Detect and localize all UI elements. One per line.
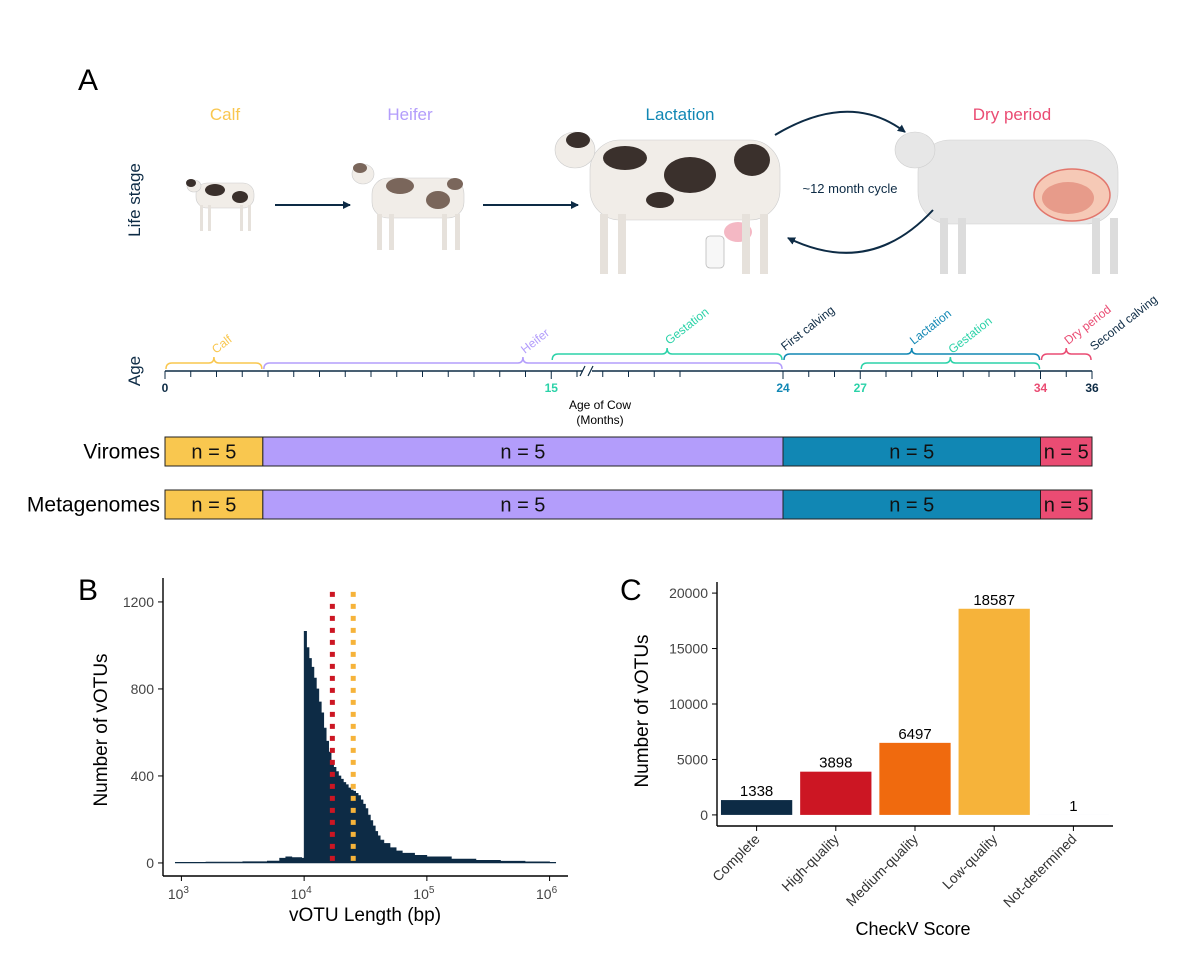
bar-value-label: 18587 <box>973 592 1015 609</box>
timeline-tick-label: 36 <box>1085 381 1099 395</box>
stage-title-heifer: Heifer <box>387 105 433 124</box>
bar-chart-y-axis-title: Number of vOTUs <box>632 634 653 787</box>
age-axis-label: Age <box>125 356 144 386</box>
bar-value-label: 6497 <box>898 726 931 743</box>
histogram-x-tick-label: 106 <box>536 885 558 902</box>
sample-segment <box>262 489 784 520</box>
bar-y-tick-label: 0 <box>700 807 708 823</box>
bar-y-tick-label: 20000 <box>669 585 708 601</box>
timeline-tick-label: 34 <box>1034 381 1048 395</box>
timeline-bracket-label: Gestation <box>662 305 711 348</box>
panel-b: B 0 400 800 1200 103 104 105 106 vOTU Length (b… <box>78 574 568 926</box>
timeline-bracket-label: Lactation <box>907 306 954 347</box>
timeline-bracket <box>551 347 783 361</box>
bar-y-tick-label: 10000 <box>669 696 708 712</box>
sample-segment <box>164 436 264 467</box>
bar-category-label: Medium-quality <box>843 831 921 909</box>
cycle-label: ~12 month cycle <box>802 181 897 196</box>
sample-rows: Viromes n = 5 n = 5 n = 5 n = 5 Metagenomes n … <box>27 436 1093 520</box>
sample-segment-label: n = 5 <box>500 495 545 517</box>
bar <box>879 742 951 815</box>
stage-title-dry-period: Dry period <box>973 105 1051 124</box>
histogram-x-tick-label: 104 <box>291 885 313 902</box>
age-axis-title-line1: Age of Cow <box>569 398 631 412</box>
lactation-cow-illustration <box>554 131 781 274</box>
bar <box>800 771 872 815</box>
panel-c: C 1338 Complete 3898 High-quality 6497 Medium… <box>620 574 1113 939</box>
bar-category-label: Not-determined <box>1000 831 1080 911</box>
histogram-x-tick-label: 103 <box>168 885 190 902</box>
timeline-event-label: First calving <box>778 303 837 353</box>
histogram-y-tick-label: 0 <box>146 855 154 871</box>
bar-category-label: Low-quality <box>939 831 1000 892</box>
timeline-tick-label: 24 <box>776 381 790 395</box>
bar-value-label: 1338 <box>740 783 773 800</box>
calf-illustration <box>186 179 255 231</box>
bar-category-label: High-quality <box>778 831 842 895</box>
timeline-bracket <box>783 347 1041 361</box>
sample-segment <box>782 489 1041 520</box>
timeline-break-mark <box>587 365 594 377</box>
sample-segment-label: n = 5 <box>191 495 236 517</box>
bar-chart-x-axis-title: CheckV Score <box>855 919 970 939</box>
bar-y-tick-label: 15000 <box>669 641 708 657</box>
sample-segment-label: n = 5 <box>191 442 236 464</box>
bar <box>958 608 1030 815</box>
panel-a-label: A <box>78 64 98 97</box>
sample-segment <box>262 436 784 467</box>
timeline-break-mark <box>579 365 586 377</box>
histogram-y-tick-label: 800 <box>131 681 155 697</box>
sample-segment-label: n = 5 <box>500 442 545 464</box>
timeline-bracket-label: Calf <box>209 332 235 357</box>
panel-a: A Life stage Calf Heifer Lactation Dry p… <box>27 64 1160 520</box>
bar-value-label: 1 <box>1069 798 1077 815</box>
histogram-y-tick-label: 1200 <box>123 594 154 610</box>
histogram-chart: 0 400 800 1200 103 104 105 106 <box>123 578 568 902</box>
sample-segment-label: n = 5 <box>1044 495 1089 517</box>
bar-value-label: 3898 <box>819 755 852 772</box>
timeline-bracket <box>860 356 1041 370</box>
histogram-x-tick-label: 105 <box>413 885 435 902</box>
sample-segment <box>1040 489 1093 520</box>
histogram-area <box>174 630 557 864</box>
heifer-illustration <box>351 163 465 250</box>
sample-row-label: Viromes <box>83 441 160 464</box>
life-stage-axis-label: Life stage <box>125 163 144 237</box>
histogram-y-axis-title: Number of vOTUs <box>91 653 112 806</box>
stage-title-lactation: Lactation <box>646 105 715 124</box>
timeline-tick-label: 0 <box>162 381 169 395</box>
bar-y-tick-label: 5000 <box>677 751 708 767</box>
sample-row-label: Metagenomes <box>27 494 160 517</box>
timeline-bracket <box>263 356 783 370</box>
sample-segment-label: n = 5 <box>889 442 934 464</box>
histogram-y-tick-label: 400 <box>131 768 155 784</box>
bar <box>720 800 793 815</box>
panel-b-label: B <box>78 574 98 607</box>
cycle-arrow-top <box>774 110 906 136</box>
timeline-tick-label: 15 <box>545 381 559 395</box>
timeline-tick-label: 27 <box>854 381 868 395</box>
sample-segment-label: n = 5 <box>889 495 934 517</box>
timeline-bracket <box>165 356 263 370</box>
sample-segment-label: n = 5 <box>1044 442 1089 464</box>
cycle-arrow-bottom <box>787 209 934 254</box>
sample-segment <box>164 489 264 520</box>
dry-period-cow-illustration <box>894 131 1119 274</box>
panel-c-label: C <box>620 574 642 607</box>
sample-segment <box>782 436 1041 467</box>
sample-segment <box>1040 436 1093 467</box>
age-axis-title-line2: (Months) <box>576 413 623 427</box>
histogram-x-axis-title: vOTU Length (bp) <box>289 905 441 926</box>
timeline-bracket <box>1040 347 1092 361</box>
timeline-bracket-label: Gestation <box>946 314 995 357</box>
stage-title-calf: Calf <box>210 105 241 124</box>
bar-category-label: Complete <box>709 831 763 885</box>
bar-chart: 1338 Complete 3898 High-quality 6497 Medium-q… <box>669 582 1113 910</box>
timeline-bracket-label: Heifer <box>518 326 552 357</box>
